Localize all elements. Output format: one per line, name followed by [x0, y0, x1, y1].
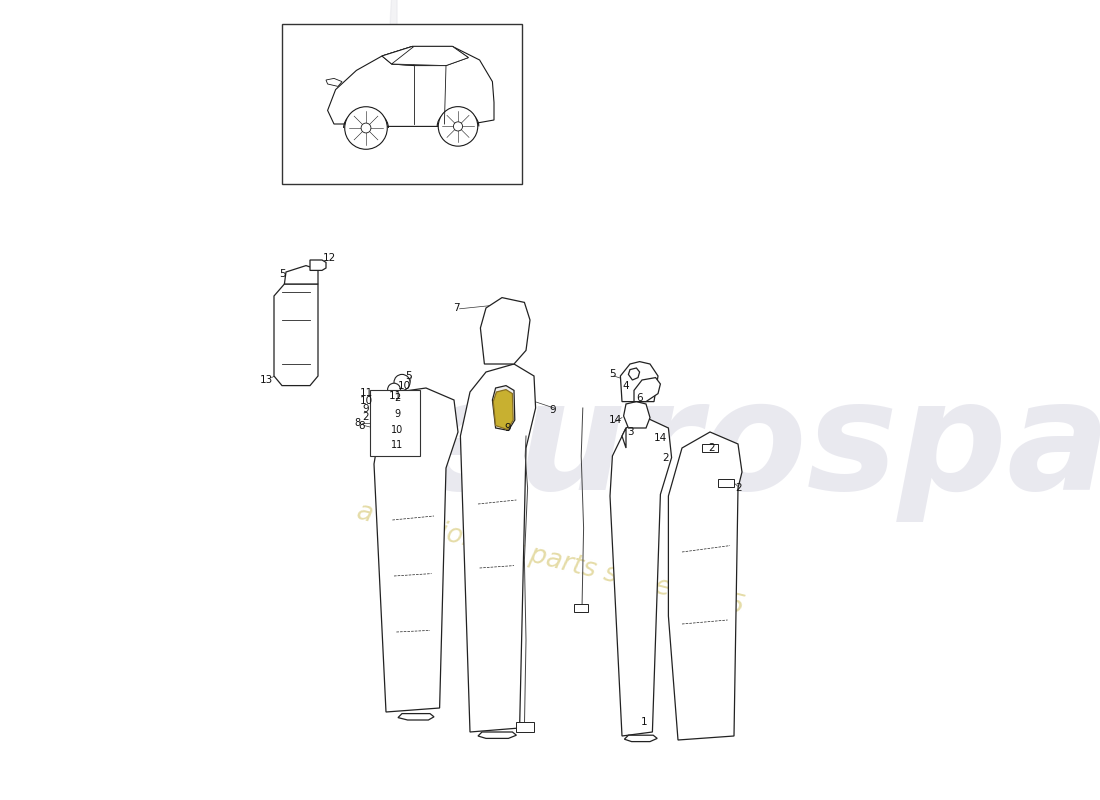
Polygon shape	[669, 432, 742, 740]
Polygon shape	[478, 732, 516, 738]
Circle shape	[438, 106, 477, 146]
Bar	[516, 722, 534, 732]
Text: 13: 13	[261, 375, 274, 385]
Text: a passion for parts since 1985: a passion for parts since 1985	[353, 499, 747, 621]
Polygon shape	[461, 364, 536, 732]
Polygon shape	[285, 266, 318, 284]
Polygon shape	[392, 46, 469, 66]
Text: 2: 2	[662, 453, 669, 462]
Polygon shape	[621, 428, 626, 448]
Polygon shape	[481, 298, 530, 364]
Polygon shape	[374, 388, 458, 712]
Text: 1: 1	[641, 717, 648, 726]
Polygon shape	[398, 714, 434, 720]
Polygon shape	[610, 418, 672, 736]
Text: 8: 8	[354, 418, 361, 428]
Bar	[718, 479, 734, 487]
Polygon shape	[328, 46, 494, 126]
Polygon shape	[493, 390, 514, 430]
Circle shape	[387, 383, 400, 396]
Text: 5: 5	[405, 371, 411, 381]
Polygon shape	[625, 735, 657, 742]
Bar	[282, 24, 522, 184]
Text: 11: 11	[392, 440, 404, 450]
Text: 2: 2	[736, 483, 743, 493]
Text: 14: 14	[653, 433, 667, 442]
Polygon shape	[620, 362, 658, 402]
Text: 5: 5	[278, 269, 285, 278]
Polygon shape	[310, 260, 326, 270]
Polygon shape	[382, 46, 414, 66]
Text: 4: 4	[623, 381, 629, 390]
Text: 11: 11	[389, 391, 403, 401]
Circle shape	[394, 374, 410, 390]
Polygon shape	[326, 78, 342, 86]
Text: 3: 3	[627, 427, 634, 437]
Text: 9: 9	[549, 405, 556, 414]
Text: eurospares: eurospares	[414, 374, 1100, 522]
Text: 2: 2	[708, 443, 715, 453]
Bar	[574, 604, 589, 612]
Circle shape	[361, 123, 371, 133]
Text: 8: 8	[359, 421, 365, 430]
Bar	[370, 390, 419, 456]
Circle shape	[344, 106, 387, 150]
Text: 10: 10	[398, 381, 411, 390]
Text: 5: 5	[609, 370, 616, 379]
Polygon shape	[382, 46, 469, 66]
Text: 7: 7	[453, 303, 460, 313]
Polygon shape	[624, 402, 650, 428]
Text: 12: 12	[322, 253, 335, 262]
Text: 11: 11	[360, 388, 373, 398]
Bar	[702, 444, 718, 452]
Circle shape	[453, 122, 463, 131]
Polygon shape	[628, 368, 639, 380]
Polygon shape	[274, 284, 318, 386]
Text: 10: 10	[360, 396, 373, 406]
Text: 9: 9	[394, 409, 400, 419]
Text: 9: 9	[504, 423, 510, 433]
Text: 6: 6	[636, 394, 642, 403]
Text: 10: 10	[392, 425, 404, 434]
Text: 2: 2	[394, 394, 400, 403]
Text: 14: 14	[609, 415, 623, 425]
Polygon shape	[634, 378, 660, 402]
Text: 9: 9	[363, 404, 370, 414]
Polygon shape	[493, 386, 515, 430]
Text: 2: 2	[363, 412, 370, 422]
